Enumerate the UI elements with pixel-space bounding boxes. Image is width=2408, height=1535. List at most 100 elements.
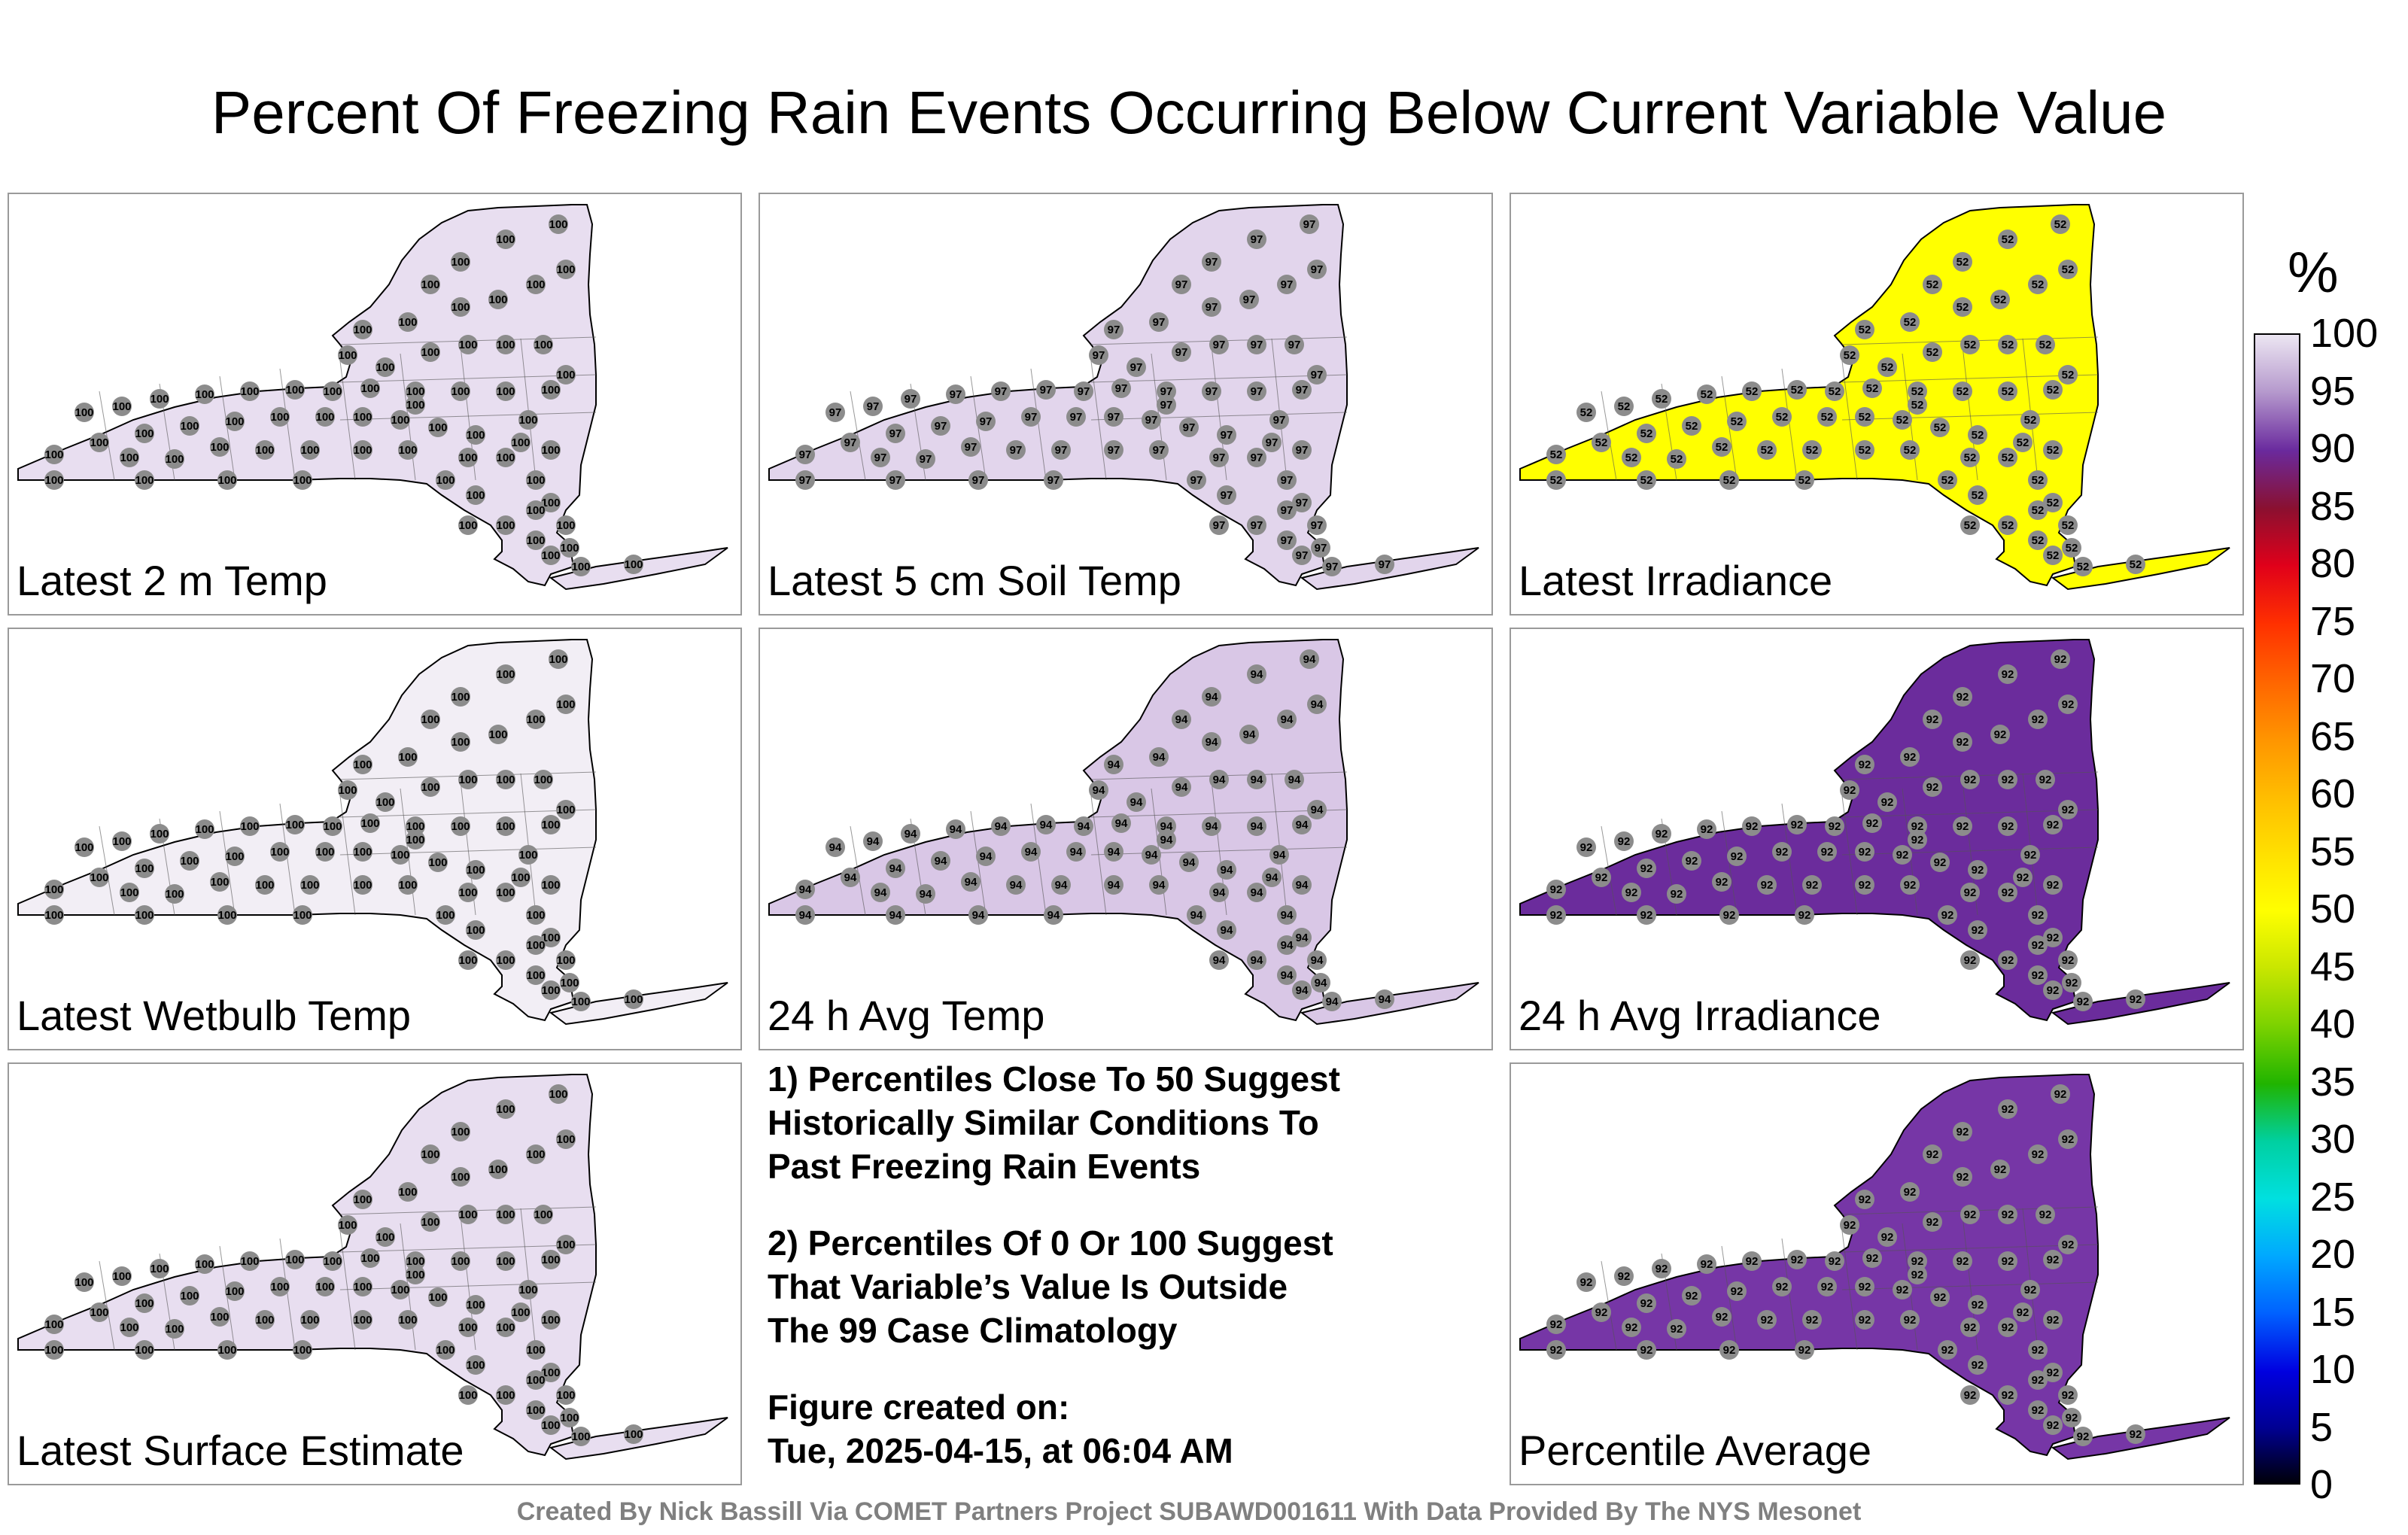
station-value: 100 — [240, 385, 259, 398]
station-marker: 94 — [1322, 992, 1342, 1011]
station-value: 92 — [1896, 1284, 1909, 1296]
station-marker: 100 — [526, 530, 546, 550]
station-marker: 97 — [1375, 555, 1394, 574]
figure-title: Percent Of Freezing Rain Events Occurrin… — [211, 79, 2167, 146]
station-value: 94 — [1315, 977, 1327, 989]
station-marker: 92 — [1667, 1319, 1686, 1339]
station-marker: 100 — [165, 884, 184, 904]
station-marker: 100 — [421, 710, 440, 729]
station-marker: 97 — [1247, 448, 1266, 467]
station-marker: 97 — [1277, 470, 1297, 490]
station-marker: 52 — [1923, 342, 1942, 362]
station-value: 94 — [1175, 781, 1188, 794]
station-marker: 94 — [1044, 905, 1063, 925]
station-value: 97 — [1251, 233, 1263, 246]
station-value: 100 — [406, 385, 424, 398]
station-value: 94 — [1206, 736, 1218, 749]
station-value: 92 — [1655, 828, 1668, 840]
station-marker: 52 — [2043, 493, 2063, 512]
station-value: 52 — [2062, 519, 2075, 532]
station-marker: 92 — [2043, 815, 2063, 834]
station-value: 94 — [1153, 879, 1166, 892]
station-value: 100 — [210, 1311, 229, 1324]
station-marker: 100 — [398, 747, 418, 767]
station-marker: 100 — [526, 965, 546, 985]
station-value: 100 — [428, 1291, 447, 1304]
station-marker: 92 — [2043, 1363, 2063, 1382]
station-value: 100 — [217, 474, 236, 487]
station-value: 52 — [1911, 385, 1924, 398]
note-percentiles-0-100: 2) Percentiles Of 0 Or 100 Suggest That … — [768, 1221, 1460, 1352]
station-value: 94 — [1160, 820, 1173, 833]
station-marker: 52 — [1546, 445, 1566, 464]
station-marker: 100 — [300, 440, 320, 460]
station-marker: 52 — [2028, 470, 2048, 490]
station-marker: 94 — [1239, 725, 1259, 744]
station-marker: 94 — [1149, 747, 1169, 767]
station-marker: 97 — [1044, 470, 1063, 490]
station-marker: 100 — [225, 412, 245, 431]
station-value: 92 — [1881, 1231, 1894, 1244]
station-marker: 100 — [240, 381, 260, 401]
station-value: 92 — [1716, 876, 1728, 889]
station-marker: 97 — [871, 448, 890, 467]
station-value: 100 — [398, 316, 417, 329]
station-value: 52 — [1904, 444, 1917, 457]
station-value: 92 — [1550, 909, 1563, 922]
station-marker: 100 — [556, 695, 576, 714]
station-marker: 100 — [90, 1302, 109, 1322]
county-line — [2022, 338, 2039, 481]
station-marker: 92 — [1908, 1251, 1927, 1271]
station-value: 97 — [1047, 474, 1060, 487]
station-value: 97 — [965, 441, 977, 454]
station-marker: 92 — [1592, 1302, 1611, 1322]
station-marker: 92 — [1825, 816, 1844, 836]
station-marker: 92 — [2043, 1415, 2063, 1435]
station-value: 100 — [90, 1306, 108, 1319]
station-marker: 100 — [375, 357, 395, 377]
station-value: 92 — [1964, 774, 1977, 786]
station-value: 92 — [2024, 849, 2037, 862]
station-value: 92 — [2032, 969, 2045, 982]
station-marker: 100 — [240, 816, 260, 836]
station-marker: 94 — [1036, 815, 1056, 834]
station-marker: 100 — [120, 448, 139, 467]
station-value: 100 — [556, 804, 575, 816]
station-value: 92 — [1956, 1171, 1969, 1184]
station-marker: 100 — [428, 853, 448, 872]
station-value: 94 — [1273, 849, 1286, 862]
station-value: 92 — [1866, 1252, 1879, 1265]
station-marker: 100 — [541, 928, 561, 947]
station-value: 100 — [549, 653, 567, 666]
station-value: 97 — [1153, 444, 1166, 457]
station-marker: 52 — [2036, 335, 2055, 354]
station-marker: 92 — [1840, 1215, 1859, 1235]
station-value: 100 — [44, 909, 63, 922]
station-value: 100 — [398, 879, 417, 892]
station-value: 100 — [338, 784, 357, 797]
station-marker: 52 — [1938, 470, 1957, 490]
station-marker: 92 — [1930, 853, 1950, 872]
station-marker: 94 — [1142, 845, 1161, 865]
station-value: 100 — [488, 728, 507, 741]
station-marker: 52 — [2028, 530, 2048, 550]
station-value: 100 — [360, 382, 379, 395]
station-marker: 52 — [1840, 345, 1859, 365]
station-value: 100 — [556, 263, 575, 276]
station-value: 94 — [920, 888, 932, 901]
station-value: 94 — [1326, 995, 1339, 1008]
station-marker: 92 — [1855, 875, 1874, 895]
station-marker: 100 — [360, 1248, 380, 1268]
station-value: 52 — [1859, 411, 1871, 424]
station-value: 92 — [1550, 883, 1563, 896]
station-marker: 97 — [1277, 500, 1297, 520]
station-value: 97 — [867, 400, 880, 413]
colorbar-segment — [2255, 968, 2299, 1026]
station-value: 92 — [2002, 954, 2014, 967]
station-marker: 100 — [338, 780, 357, 800]
station-value: 92 — [2047, 879, 2060, 892]
station-marker: 100 — [526, 710, 546, 729]
station-marker: 92 — [1968, 860, 1987, 880]
station-value: 97 — [1243, 293, 1256, 306]
county-line — [99, 825, 115, 916]
